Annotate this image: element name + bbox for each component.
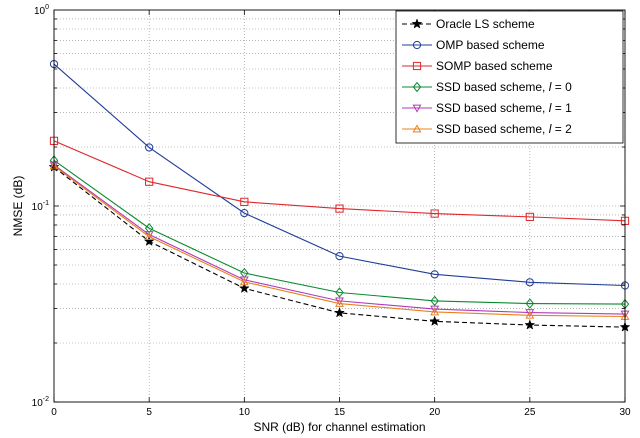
series-0: [48, 161, 631, 332]
y-axis-title: NMSE (dB): [11, 176, 25, 237]
legend-label: SSD based scheme, l = 0: [436, 80, 572, 94]
legend-item: OMP based scheme: [402, 38, 545, 52]
legend-label: SSD based scheme, l = 2: [436, 122, 572, 136]
series-3: [49, 155, 630, 310]
data-point: [145, 143, 154, 152]
data-point: [240, 208, 249, 218]
data-point: [430, 295, 439, 307]
data-point: [335, 252, 344, 261]
series-line: [53, 63, 626, 287]
x-tick-label: 15: [334, 407, 346, 418]
data-point: [525, 309, 535, 318]
y-tick-label: 10-2: [32, 396, 49, 409]
legend-marker: [412, 124, 422, 133]
legend-marker: [412, 61, 422, 71]
legend-marker: [411, 18, 423, 29]
series-line: [53, 165, 626, 318]
data-point: [240, 197, 249, 206]
data-point: [335, 287, 344, 298]
x-tick-label: 5: [146, 407, 152, 418]
series-4: [49, 161, 630, 319]
data-point: [144, 231, 154, 240]
data-point: [525, 298, 535, 309]
data-point: [525, 278, 534, 287]
data-point: [430, 305, 440, 314]
series-line: [53, 140, 626, 222]
data-point: [238, 282, 250, 293]
x-axis-title: SNR (dB) for channel estimation: [253, 420, 425, 434]
ticks: 0 5 10 15 20 25 30 10-2 10-1 100: [32, 4, 631, 418]
data-point: [145, 177, 154, 186]
data-point: [524, 319, 536, 330]
x-tick-label: 10: [239, 407, 251, 418]
legend-label: SSD based scheme, l = 1: [436, 101, 572, 115]
data-point: [334, 307, 345, 318]
data-point: [335, 298, 344, 307]
y-tick-label: 100: [34, 4, 49, 17]
data-point: [525, 310, 535, 319]
legend-label: Oracle LS scheme: [436, 17, 535, 31]
legend-item: SOMP based scheme: [402, 59, 553, 73]
data-point: [239, 277, 249, 286]
series-line: [53, 159, 626, 305]
legend-item: SSD based scheme, l = 2: [402, 122, 572, 136]
series-group: [48, 59, 631, 332]
y-tick-label: 10-1: [32, 200, 49, 213]
x-tick-label: 25: [524, 407, 536, 418]
legend-label: OMP based scheme: [436, 38, 545, 52]
x-tick-label: 20: [429, 407, 441, 418]
legend-box: [395, 10, 624, 144]
x-tick-label: 30: [619, 407, 631, 418]
data-point: [430, 270, 439, 279]
legend-marker: [412, 40, 422, 50]
legend-marker: [412, 81, 422, 93]
data-point: [430, 209, 439, 218]
legend: Oracle LS scheme OMP based scheme SOMP bas…: [395, 10, 624, 144]
data-point: [335, 297, 344, 306]
data-point: [429, 315, 441, 326]
legend-marker: [412, 104, 422, 113]
legend-label: SOMP based scheme: [436, 59, 553, 73]
data-point: [239, 276, 249, 285]
data-point: [525, 212, 534, 221]
legend-item: SSD based scheme, l = 1: [402, 101, 572, 115]
data-point: [335, 204, 344, 213]
legend-item: SSD based scheme, l = 0: [402, 80, 572, 94]
legend-item: Oracle LS scheme: [402, 17, 535, 31]
data-point: [430, 307, 440, 316]
x-tick-label: 0: [51, 407, 57, 418]
